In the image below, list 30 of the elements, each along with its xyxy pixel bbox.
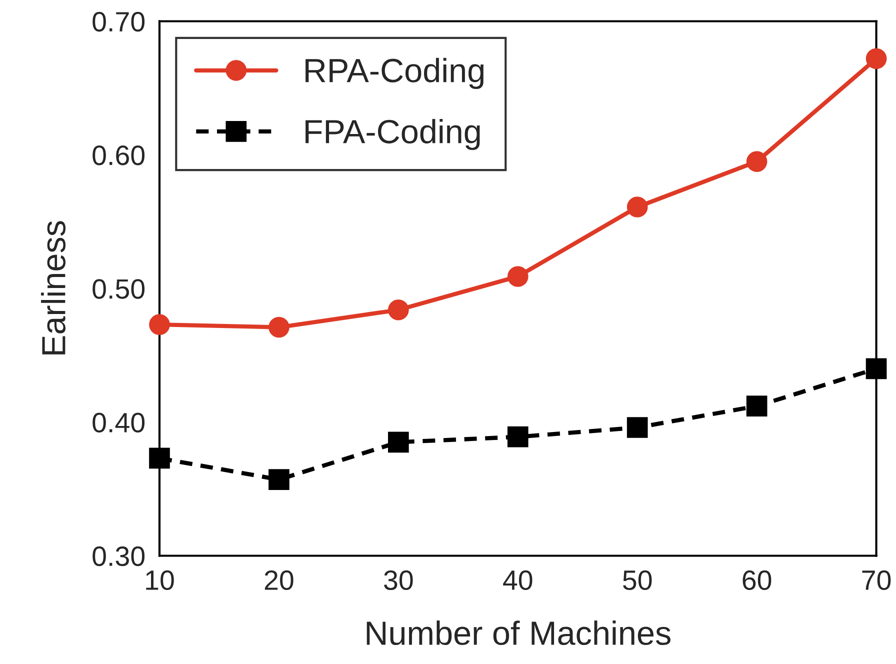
point — [866, 48, 887, 70]
y-tick-label: 0.30 — [92, 546, 145, 566]
point — [149, 448, 170, 469]
point — [388, 299, 409, 320]
x-tick-label: 50 — [623, 570, 652, 590]
point — [268, 316, 290, 338]
y-tick-label: 0.50 — [92, 279, 145, 299]
x-axis-title: Number of Machines — [366, 620, 670, 646]
point — [507, 426, 528, 448]
x-tick-label: 10 — [146, 570, 174, 590]
y-tick-label: 0.70 — [92, 12, 145, 32]
y-axis-title: Earliness — [41, 221, 66, 354]
x-tick-label: 70 — [862, 570, 891, 590]
x-tick-label: 20 — [264, 570, 294, 590]
point — [149, 314, 170, 336]
point — [388, 432, 409, 453]
x-tick-label: 30 — [384, 570, 413, 590]
point — [268, 469, 290, 490]
x-tick-label: 40 — [503, 570, 532, 590]
point — [866, 358, 887, 380]
point — [746, 396, 768, 417]
y-tick-label: 0.40 — [92, 412, 145, 432]
point — [746, 151, 768, 172]
y-tick-label: 0.60 — [92, 146, 145, 166]
legend-label: FPA-Coding — [306, 118, 480, 150]
x-tick-label: 60 — [742, 570, 772, 590]
legend-label: RPA-Coding — [306, 58, 484, 89]
point — [626, 417, 648, 438]
point — [507, 266, 528, 287]
point — [626, 196, 648, 218]
